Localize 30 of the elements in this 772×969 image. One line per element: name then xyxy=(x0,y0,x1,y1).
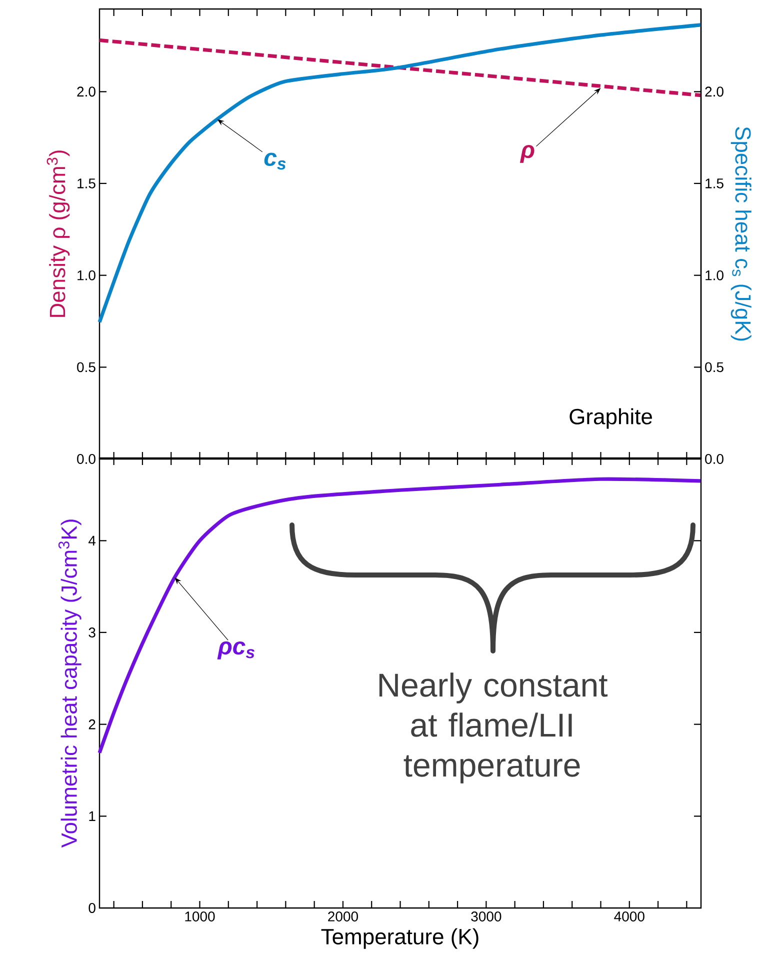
y-tick-label: 3 xyxy=(88,628,96,638)
y-tick-label: 2.0 xyxy=(77,86,96,97)
line-series xyxy=(98,477,702,755)
y2-tick-label: 1.0 xyxy=(706,270,724,280)
y2-tick-label: 2.0 xyxy=(705,86,724,97)
annotation: ρc$_{s}$ xyxy=(217,641,254,660)
y-tick-label: 4 xyxy=(88,536,96,546)
y-tick-label: 1.0 xyxy=(78,270,96,280)
x-tick-label: 2000 xyxy=(328,912,358,922)
y-tick-label: 1 xyxy=(89,811,96,821)
line-series xyxy=(98,23,702,324)
y2-axis-title: Specific heat c$_{s}$ (J/gK) xyxy=(730,126,752,341)
y2-tick-label: 0.0 xyxy=(705,454,724,464)
y-tick-label: 1.5 xyxy=(78,178,96,188)
y-axis-title: Volumetric heat capacity (J/cm$^{3}$K) xyxy=(58,520,82,848)
y2-tick-label: 1.5 xyxy=(706,178,724,188)
annotation: c$_{s}$ xyxy=(264,152,286,170)
y-tick-label: 0.0 xyxy=(77,454,96,464)
x-tick-label: 3000 xyxy=(471,912,502,922)
x-axis-title: Temperature (K) xyxy=(321,928,478,949)
y-tick-label: 0 xyxy=(88,903,96,913)
y2-tick-label: 0.5 xyxy=(705,362,724,372)
annotation: Nearly constant at flame/LII temperature xyxy=(379,672,608,784)
x-tick-label: 1000 xyxy=(185,912,215,922)
annotation: Graphite xyxy=(570,408,652,429)
annotation: ρ xyxy=(520,145,534,163)
y-tick-label: 2 xyxy=(88,719,96,730)
y-axis-title: Density ρ (g/cm$^{3}$) xyxy=(46,150,70,317)
x-tick-label: 4000 xyxy=(614,912,644,922)
y-tick-label: 0.5 xyxy=(77,362,96,372)
